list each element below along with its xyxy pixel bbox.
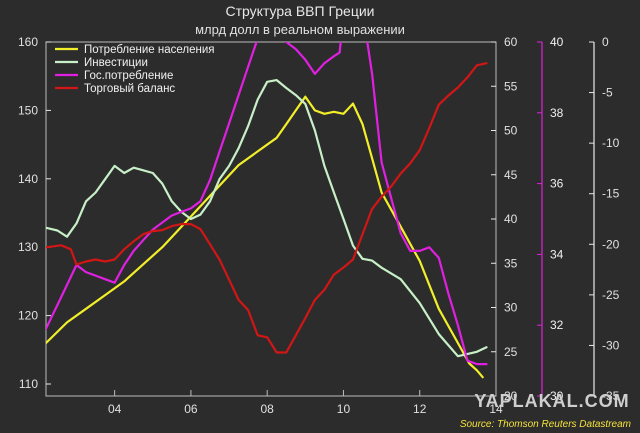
plot-area (45, 41, 497, 397)
y-tick-label: 25 (504, 345, 518, 359)
series-line-4 (46, 62, 488, 354)
y-tick-label: 130 (18, 240, 38, 254)
y-tick-label: -25 (602, 288, 620, 302)
y-tick-label: 150 (18, 103, 38, 117)
y-tick-label: 0 (602, 35, 609, 49)
x-tick-label: 14 (489, 402, 503, 416)
series-line-3 (46, 42, 488, 366)
plot-border (45, 41, 497, 397)
y-tick-label: -20 (602, 237, 620, 251)
legend: Потребление населенияИнвестицииГос.потре… (55, 44, 215, 95)
y-tick-label: 30 (550, 389, 564, 403)
x-tick-label: 10 (337, 402, 351, 416)
legend-label: Гос.потребление (84, 70, 173, 82)
y-tick-label: 32 (550, 318, 564, 332)
x-tick-label: 08 (261, 402, 275, 416)
y-tick-label: 20 (504, 389, 518, 403)
y-tick-label: 60 (504, 35, 518, 49)
y-tick-label: 160 (18, 35, 38, 49)
y-tick-label: 120 (18, 309, 38, 323)
y-tick-label: 140 (18, 172, 38, 186)
y-tick-label: 30 (504, 301, 518, 315)
y-tick-label: 110 (19, 377, 38, 391)
y-tick-label: 40 (504, 212, 518, 226)
y-tick-label: 55 (504, 79, 518, 93)
y-tick-label: 35 (504, 256, 518, 270)
x-tick-label: 04 (108, 402, 122, 416)
y-tick-label: -5 (602, 86, 613, 100)
y-tick-label: 50 (504, 124, 518, 138)
series-line-2 (46, 78, 488, 358)
axes: 04 06 08 10 12 14 110 120 130 140 150 160 20 25 30 35 40… (18, 35, 620, 416)
legend-label: Инвестиции (84, 57, 148, 69)
y-tick-label: -10 (602, 136, 620, 150)
chart-title: Структура ВВП Греции (226, 3, 375, 19)
chart-subtitle: млрд долл в реальном выражении (195, 22, 405, 37)
y-tick-label: 45 (504, 168, 518, 182)
series-lines (46, 42, 488, 379)
y-tick-label: 40 (550, 35, 564, 49)
watermark: YAPLAKAL.COM (474, 391, 629, 411)
y-tick-label: 38 (550, 106, 564, 120)
source-note: Source: Thomson Reuters Datastream (460, 419, 631, 430)
y-tick-label: -30 (602, 338, 620, 352)
legend-label: Торговый баланс (84, 83, 175, 95)
x-tick-label: 12 (413, 402, 427, 416)
x-tick-label: 06 (184, 402, 198, 416)
y-tick-label: 34 (550, 247, 564, 261)
y-tick-label: -35 (602, 389, 620, 403)
y-tick-label: 36 (550, 177, 564, 191)
y-tick-label: -15 (602, 187, 620, 201)
legend-label: Потребление населения (84, 44, 215, 56)
series-line-1 (46, 95, 484, 379)
